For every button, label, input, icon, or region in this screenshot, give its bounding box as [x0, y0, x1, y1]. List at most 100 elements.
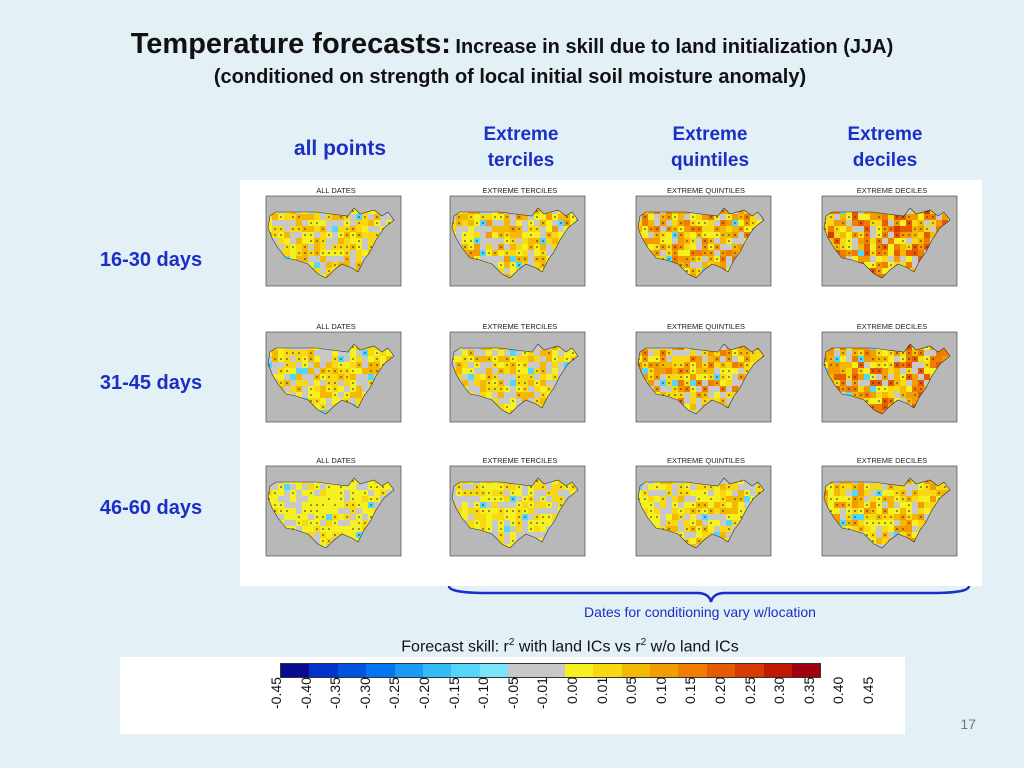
skill-text-2: with land ICs vs r: [514, 638, 641, 656]
page-number: 17: [960, 716, 976, 732]
column-header-terciles: Extreme terciles: [483, 124, 559, 171]
usa-map: [449, 465, 586, 557]
map-panel-title: EXTREME DECILES: [856, 322, 928, 331]
colorbar-swatch: [508, 664, 537, 677]
skill-text-1: Forecast skill: r: [401, 638, 509, 656]
skill-sup-1: 2: [508, 637, 515, 648]
colorbar-tick-label: -0.35: [327, 677, 344, 709]
map-panel-title: EXTREME TERCILES: [482, 456, 558, 465]
forecast-map-panel: EXTREME QUINTILES: [626, 322, 786, 440]
colorbar-tick-label: 0.10: [652, 677, 669, 705]
slide-title: Temperature forecasts: Increase in skill…: [0, 26, 1024, 67]
colorbar-swatch: [536, 664, 565, 677]
colorbar-tick-label: -0.01: [534, 677, 551, 709]
colorbar-swatch: [792, 664, 821, 677]
colorbar-swatch: [650, 664, 679, 677]
row-header-46-60: 46-60 days: [99, 497, 203, 519]
colorbar-swatch: [451, 664, 480, 677]
title-main: Temperature forecasts: [130, 28, 442, 60]
forecast-map-panel: EXTREME TERCILES: [440, 322, 600, 440]
forecast-map-panel: EXTREME DECILES: [812, 456, 972, 574]
map-panel-title: EXTREME TERCILES: [482, 186, 558, 195]
colorbar-swatch: [763, 664, 793, 677]
usa-map: [265, 195, 402, 287]
colorbar-tick-label: 0.45: [860, 677, 876, 705]
map-panel-title: EXTREME DECILES: [856, 186, 928, 195]
forecast-map-panel: EXTREME QUINTILES: [626, 186, 786, 304]
usa-map: [449, 195, 586, 287]
skill-sup-2: 2: [640, 637, 647, 648]
colorbar-tick-label: 0.00: [564, 677, 580, 705]
map-panel-title: ALL DATES: [316, 186, 356, 195]
usa-map: [821, 195, 958, 287]
map-panel-title: EXTREME TERCILES: [482, 322, 558, 331]
colorbar-tick-label: -0.45: [268, 677, 284, 709]
colorbar-swatch: [281, 664, 310, 677]
colorbar-tick-label: -0.15: [445, 677, 462, 709]
map-panel-title: EXTREME QUINTILES: [667, 322, 745, 331]
colorbar-tick-label: -0.40: [297, 677, 314, 709]
map-panel-title: EXTREME DECILES: [856, 456, 928, 465]
column-header-all-points: all points: [293, 137, 387, 160]
forecast-map-panel: EXTREME DECILES: [812, 322, 972, 440]
colorbar-tick-label: -0.05: [504, 677, 521, 709]
colorbar-swatch: [593, 664, 622, 677]
colorbar-tick-label: -0.10: [475, 677, 492, 709]
map-panel-grid: ALL DATES EXTREME TERCILES EXTREME QUINTIL…: [240, 180, 982, 586]
colorbar-swatch: [479, 664, 509, 677]
colorbar-ticks: -0.45 -0.40 -0.35 -0.30 -0.25 -0.20 -0.15 -0.10…: [268, 677, 908, 732]
map-panel-title: EXTREME QUINTILES: [667, 186, 745, 195]
colorbar-swatch: [394, 664, 423, 677]
forecast-map-panel: EXTREME TERCILES: [440, 456, 600, 574]
colorbar-tick-label: -0.30: [356, 677, 373, 709]
curly-brace: [447, 585, 971, 603]
usa-map: [265, 331, 402, 423]
title-colon: :: [441, 28, 451, 60]
colorbar-tick-label: -0.20: [416, 677, 432, 709]
map-panel-title: ALL DATES: [316, 456, 356, 465]
colorbar-swatch: [309, 664, 338, 677]
forecast-map-panel: ALL DATES: [256, 456, 416, 574]
colorbar-tick-label: -0.25: [386, 677, 403, 709]
column-header-deciles: Extreme deciles: [847, 124, 923, 171]
skill-text-3: w/o land ICs: [646, 638, 739, 656]
colorbar-tick-label: 0.35: [800, 677, 817, 705]
colorbar-tick-label: 0.15: [682, 677, 699, 705]
colorbar: [280, 663, 822, 678]
colorbar-swatch: [735, 664, 764, 677]
colorbar-tick-label: 0.20: [712, 677, 728, 705]
colorbar-legend: -0.45 -0.40 -0.35 -0.30 -0.25 -0.20 -0.15 -0.10…: [120, 657, 905, 734]
map-panel-title: EXTREME QUINTILES: [667, 456, 745, 465]
map-panel-title: ALL DATES: [316, 322, 356, 331]
colorbar-tick-label: 0.01: [593, 677, 610, 705]
forecast-map-panel: EXTREME TERCILES: [440, 186, 600, 304]
colorbar-swatch: [422, 664, 452, 677]
title-rest: Increase in skill due to land initializa…: [455, 36, 894, 58]
colorbar-swatch: [678, 664, 707, 677]
colorbar-swatch: [706, 664, 736, 677]
usa-map: [635, 465, 772, 557]
usa-map: [821, 331, 958, 423]
colorbar-tick-label: 0.05: [623, 677, 640, 705]
forecast-map-panel: EXTREME QUINTILES: [626, 456, 786, 574]
row-header-31-45: 31-45 days: [99, 372, 203, 394]
usa-map: [821, 465, 958, 557]
usa-map: [265, 465, 402, 557]
conditioning-note: Dates for conditioning vary w/location: [584, 604, 816, 620]
forecast-map-panel: EXTREME DECILES: [812, 186, 972, 304]
slide-subtitle: (conditioned on strength of local initia…: [213, 66, 807, 88]
colorbar-swatch: [366, 664, 395, 677]
colorbar-tick-label: 0.40: [830, 677, 847, 705]
forecast-skill-label: Forecast skill: r2 with land ICs vs r2 w…: [300, 637, 840, 656]
colorbar-tick-label: 0.30: [771, 677, 788, 705]
forecast-map-panel: ALL DATES: [256, 186, 416, 304]
row-header-16-30: 16-30 days: [99, 249, 203, 271]
colorbar-tick-label: 0.25: [741, 677, 758, 705]
usa-map: [635, 331, 772, 423]
colorbar-swatch: [564, 664, 594, 677]
usa-map: [449, 331, 586, 423]
colorbar-swatch: [621, 664, 651, 677]
colorbar-swatch: [337, 664, 367, 677]
column-header-quintiles: Extreme quintiles: [670, 124, 750, 171]
usa-map: [635, 195, 772, 287]
